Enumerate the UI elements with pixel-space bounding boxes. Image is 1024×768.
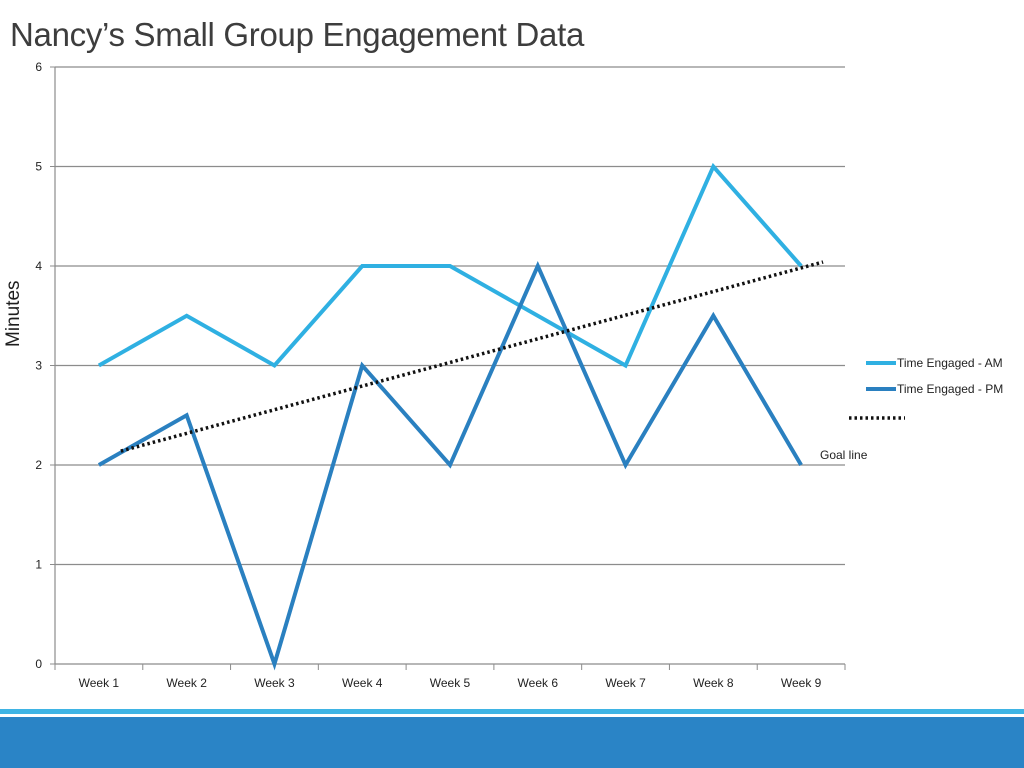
x-tick-label: Week 1	[79, 676, 120, 690]
gridlines	[55, 66, 845, 566]
legend-label-am: Time Engaged - AM	[897, 356, 1003, 370]
footer-band	[0, 717, 1024, 768]
x-tick-label: Week 2	[166, 676, 207, 690]
legend-keys	[849, 361, 905, 420]
y-tick-label: 4	[35, 259, 42, 273]
goal-line-group	[120, 260, 824, 453]
y-tick-label: 6	[35, 60, 42, 74]
series-lines	[97, 162, 803, 671]
x-tick-label: Week 3	[254, 676, 295, 690]
x-tick-label: Week 6	[518, 676, 559, 690]
slide-title: Nancy’s Small Group Engagement Data	[10, 16, 585, 53]
x-tick-label: Week 7	[605, 676, 646, 690]
y-tick-label: 2	[35, 458, 42, 472]
x-tick-labels: Week 1 Week 2 Week 3 Week 4 Week 5 Week 6 Week…	[79, 676, 822, 690]
x-tick-label: Week 5	[430, 676, 471, 690]
axes	[50, 66, 846, 670]
legend-label-pm: Time Engaged - PM	[897, 382, 1004, 396]
legend-label-goal: Goal line	[820, 448, 868, 462]
x-tick-label: Week 9	[781, 676, 822, 690]
series-line-pm	[97, 261, 803, 671]
x-tick-label: Week 4	[342, 676, 383, 690]
footer-accent-stripe	[0, 709, 1024, 714]
y-tick-labels: 0 1 2 3 4 5 6	[35, 60, 42, 671]
y-tick-label: 5	[35, 160, 42, 174]
y-tick-label: 3	[35, 359, 42, 373]
y-tick-label: 0	[35, 657, 42, 671]
series-line-am	[97, 162, 803, 369]
x-tick-label: Week 8	[693, 676, 734, 690]
goal-line	[120, 260, 824, 453]
y-tick-label: 1	[35, 558, 42, 572]
